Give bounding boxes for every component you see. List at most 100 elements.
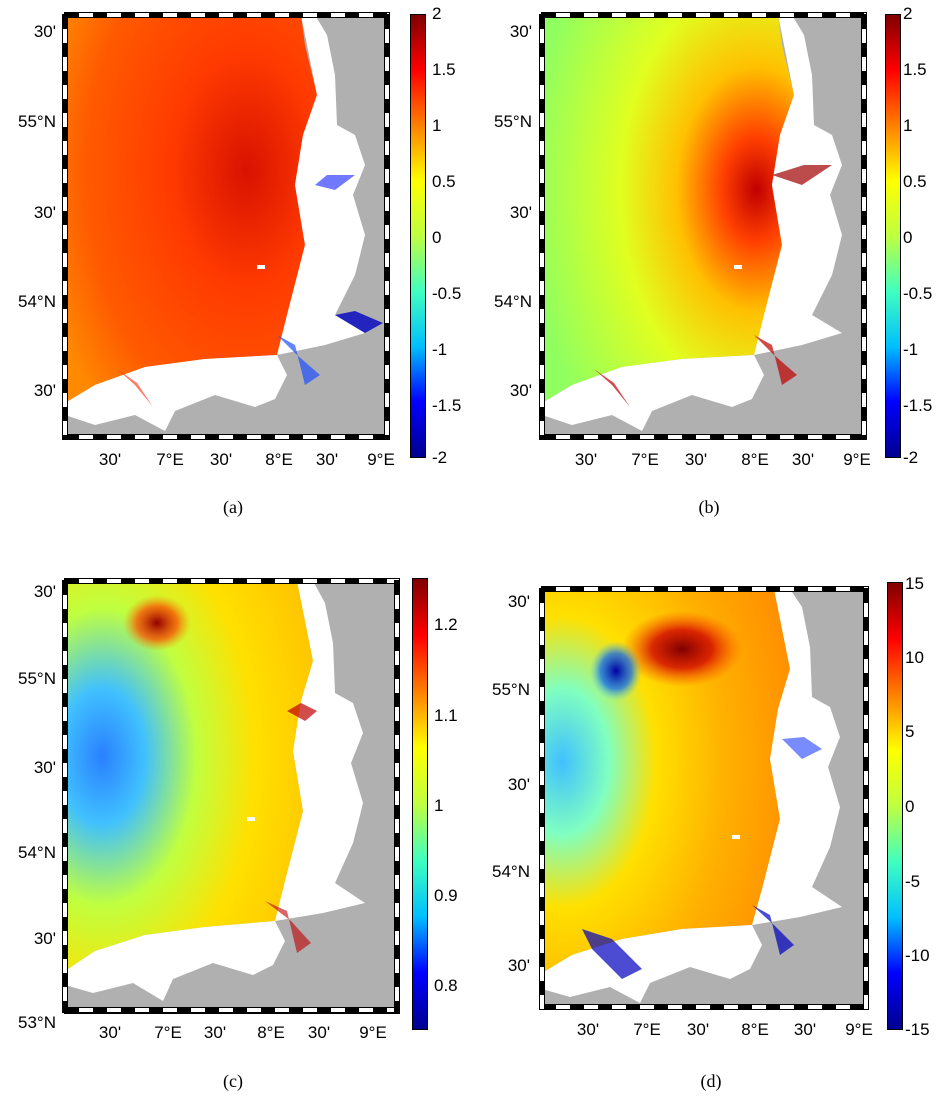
colorbar-tick: -1.5: [432, 396, 462, 415]
colorbar-tick: -2: [903, 448, 919, 467]
colorbar-a: [410, 14, 426, 458]
lon-label: 30': [203, 1023, 227, 1042]
colorbar-tick: 1.2: [434, 615, 458, 634]
frame-ticks-right: [384, 14, 390, 440]
lon-label: 8°E: [265, 450, 293, 469]
lon-label: 30': [574, 450, 598, 469]
colorbar-tick: 0: [905, 797, 915, 816]
frame-ticks-top: [541, 12, 867, 18]
map-c: [64, 580, 400, 1014]
lon-label: 30': [684, 450, 708, 469]
colorbar-tick: 10: [905, 648, 924, 667]
lon-label: 7°E: [156, 450, 184, 469]
frame-ticks-left: [539, 588, 545, 1010]
frame-ticks-left: [62, 14, 68, 440]
frame-ticks-top: [64, 12, 390, 18]
colorbar-tick: -10: [905, 946, 930, 965]
lat-label: 55°N: [18, 112, 56, 131]
lon-label: 9°E: [843, 450, 871, 469]
lon-label: 30': [791, 450, 815, 469]
lat-label: 30': [507, 775, 530, 794]
lon-label: 9°E: [359, 1023, 387, 1042]
frame-ticks-right: [861, 14, 867, 440]
colorbar-tick: 2: [903, 4, 913, 23]
colorbar-tick: 1.5: [432, 60, 456, 79]
lon-label: 9°E: [367, 450, 395, 469]
lat-label: 54°N: [18, 843, 56, 862]
map-a: [64, 14, 390, 440]
lat-label: 54°N: [494, 292, 532, 311]
lon-label: 30': [98, 1023, 122, 1042]
lat-label: 53°N: [18, 1013, 56, 1032]
lat-label: 55°N: [492, 680, 530, 699]
lat-label: 30': [33, 929, 56, 948]
map-d: [541, 588, 869, 1010]
colorbar-tick: -5: [905, 872, 921, 891]
colorbar-tick: 1.1: [434, 706, 458, 725]
lat-label: 30': [33, 22, 56, 41]
lon-label: 30': [576, 1020, 600, 1039]
lat-label: 30': [509, 203, 532, 222]
colorbar-tick: -1: [903, 340, 919, 359]
colorbar-tick: 0.9: [434, 886, 458, 905]
frame-ticks-top: [541, 586, 869, 592]
lat-label: 30': [33, 203, 56, 222]
caption-a: (a): [223, 497, 243, 517]
lon-label: 30': [686, 1020, 710, 1039]
lat-label: 54°N: [492, 862, 530, 881]
colorbar-tick: -0.5: [903, 284, 933, 303]
lon-label: 7°E: [154, 1023, 182, 1042]
lat-label: 54°N: [18, 292, 56, 311]
colorbar-c: [412, 578, 428, 1030]
lat-label: 30': [33, 381, 56, 400]
colorbar-d: [887, 582, 903, 1030]
frame-ticks-right: [394, 580, 400, 1013]
lon-label: 8°E: [741, 1020, 769, 1039]
colorbar-tick: 1: [434, 796, 444, 815]
colorbar-tick: 5: [905, 722, 915, 741]
colorbar-tick: 0.5: [432, 172, 456, 191]
lon-label: 30': [98, 450, 122, 469]
map-b: [541, 14, 867, 440]
lon-label: 30': [315, 450, 339, 469]
caption-c: (c): [223, 1071, 243, 1091]
colorbar-tick: 0: [432, 228, 442, 247]
colorbar-tick: -2: [432, 448, 448, 467]
lon-label: 30': [307, 1023, 331, 1042]
colorbar-tick: 0.8: [434, 976, 458, 995]
colorbar-tick: 15: [905, 574, 924, 593]
colorbar-b: [885, 14, 901, 458]
lat-label: 30': [507, 956, 530, 975]
frame-ticks-bottom: [541, 1004, 869, 1010]
lat-label: 30': [33, 758, 56, 777]
lon-label: 30': [209, 450, 233, 469]
colorbar-tick: 0.5: [903, 172, 927, 191]
colorbar-tick: -1.5: [903, 396, 933, 415]
colorbar-tick: -0.5: [432, 284, 462, 303]
caption-b: (b): [698, 497, 720, 517]
frame-ticks-left: [539, 14, 545, 440]
lon-label: 8°E: [741, 450, 769, 469]
lat-label: 30': [507, 592, 530, 611]
frame-ticks-bottom: [64, 434, 390, 440]
colorbar-tick: -1: [432, 340, 448, 359]
colorbar-tick: 2: [432, 4, 442, 23]
frame-ticks-top: [64, 578, 400, 584]
lat-label: 30': [33, 582, 56, 601]
colorbar-tick: 1: [432, 116, 442, 135]
frame-ticks-right: [863, 588, 869, 1010]
lat-label: 55°N: [494, 112, 532, 131]
frame-ticks-left: [62, 580, 68, 1013]
frame-ticks-bottom: [64, 1007, 400, 1013]
lon-label: 7°E: [633, 1020, 661, 1039]
colorbar-tick: -15: [905, 1020, 930, 1039]
frame-ticks-bottom: [541, 434, 867, 440]
lat-label: 55°N: [18, 669, 56, 688]
lat-label: 30': [509, 22, 532, 41]
caption-d: (d): [700, 1071, 722, 1091]
colorbar-tick: 0: [903, 228, 913, 247]
lon-label: 9°E: [845, 1020, 873, 1039]
lat-label: 30': [509, 381, 532, 400]
colorbar-tick: 1: [903, 116, 913, 135]
lon-label: 8°E: [257, 1023, 285, 1042]
